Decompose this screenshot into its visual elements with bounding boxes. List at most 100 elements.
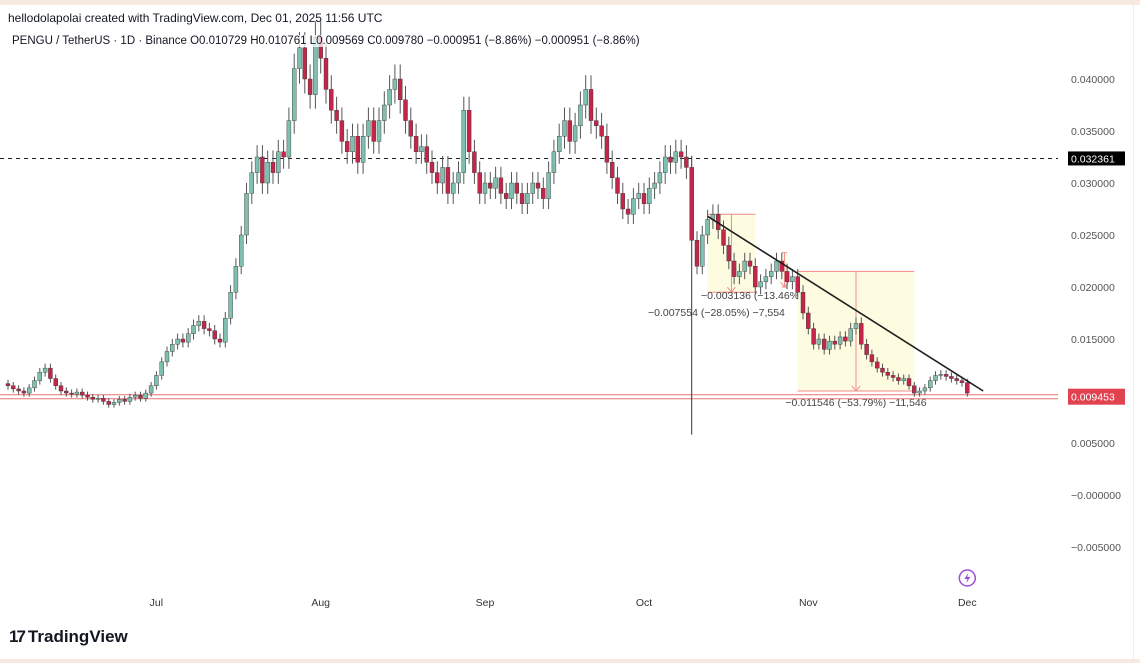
y-tick-label: 0.015000 — [1071, 334, 1115, 346]
candle-up — [27, 387, 32, 394]
y-tick-label: 0.005000 — [1071, 438, 1115, 450]
candle-up — [636, 193, 641, 199]
candle-down — [859, 323, 864, 345]
x-tick-label: Dec — [958, 597, 977, 609]
candle-up — [196, 321, 202, 326]
candle-down — [429, 161, 435, 173]
candle-down — [949, 376, 954, 379]
candle-up — [111, 402, 117, 405]
candle-down — [784, 271, 790, 282]
candle-down — [345, 141, 350, 152]
lightning-glyph — [964, 573, 971, 583]
candle-up — [366, 120, 371, 137]
candle-down — [355, 135, 360, 163]
candle-down — [445, 167, 451, 194]
candle-up — [37, 372, 42, 381]
candle-down — [201, 321, 207, 329]
y-tick-label: 0.040000 — [1071, 74, 1115, 86]
candle-up — [32, 380, 37, 389]
candle-down — [408, 120, 413, 137]
x-tick-label: Aug — [311, 597, 330, 609]
price-badge — [1068, 388, 1125, 405]
candle-up — [758, 281, 763, 288]
candle-up — [816, 338, 822, 345]
candle-up — [74, 391, 80, 395]
candle-down — [795, 276, 800, 293]
candle-down — [689, 167, 694, 241]
candle-down — [101, 398, 106, 402]
candle-up — [127, 397, 133, 402]
x-tick-label: Nov — [799, 597, 818, 609]
candle-down — [965, 382, 970, 394]
candle-up — [551, 151, 557, 173]
level-label: 0.032361 — [1071, 153, 1115, 165]
candle-up — [191, 325, 196, 335]
candle-up — [572, 125, 578, 142]
candle-down — [58, 385, 64, 392]
candle-down — [906, 378, 912, 386]
candle-up — [148, 385, 154, 394]
candle-up — [249, 172, 255, 194]
candle-down — [880, 367, 885, 373]
candle-up — [583, 89, 588, 106]
candle-up — [917, 390, 922, 394]
candle-down — [53, 378, 58, 386]
y-tick-label: −0.005000 — [1071, 542, 1121, 554]
candle-up — [440, 167, 445, 184]
candle-down — [625, 208, 631, 215]
candle-down — [806, 312, 811, 329]
candle-up — [117, 399, 122, 403]
candle-up — [493, 177, 498, 189]
candle-down — [822, 338, 827, 350]
candle-up — [631, 198, 636, 215]
candle-up — [382, 104, 387, 121]
measure-arrowhead — [727, 286, 736, 294]
attribution: hellodolapolai created with TradingView.… — [8, 11, 383, 25]
candle-up — [837, 336, 843, 345]
candle-up — [578, 104, 583, 126]
candle-down — [599, 125, 604, 137]
candle-up — [652, 182, 657, 189]
candle-up — [938, 374, 943, 376]
candle-down — [832, 340, 837, 345]
candle-down — [413, 135, 419, 152]
candle-up — [228, 292, 233, 319]
candle-up — [175, 338, 180, 345]
x-tick-label: Sep — [476, 597, 495, 609]
candle-up — [657, 172, 663, 184]
candle-down — [726, 245, 731, 262]
measure-label: −0.007554 (−28.05%) −7,554 — [648, 307, 785, 319]
candle-up — [42, 367, 48, 373]
candle-up — [509, 182, 514, 199]
level-label: 0.009453 — [1071, 392, 1115, 404]
candle-down — [424, 146, 429, 163]
candle-up — [853, 323, 859, 329]
candle-down — [747, 260, 753, 267]
candle-up — [95, 398, 101, 400]
logo-text: TradingView — [27, 627, 128, 646]
candle-down — [943, 374, 949, 377]
candle-down — [610, 161, 615, 178]
candle-down — [466, 109, 472, 152]
candle-up — [164, 351, 170, 363]
candle-up — [848, 328, 853, 342]
candle-up — [244, 193, 249, 236]
candle-down — [85, 394, 90, 398]
candle-up — [562, 120, 567, 137]
candle-down — [339, 120, 345, 142]
candle-down — [678, 151, 684, 158]
candle-down — [641, 193, 647, 204]
candle-up — [350, 135, 355, 152]
candle-up — [525, 193, 530, 204]
candle-down — [69, 392, 74, 395]
candle-up — [154, 375, 159, 386]
candle-down — [890, 375, 896, 378]
candle-up — [159, 361, 164, 376]
candle-down — [869, 354, 875, 363]
candle-up — [737, 271, 742, 277]
candle-up — [223, 318, 228, 343]
lightning-icon[interactable] — [958, 569, 977, 587]
candle-down — [519, 193, 525, 204]
x-tick-label: Oct — [636, 597, 652, 609]
